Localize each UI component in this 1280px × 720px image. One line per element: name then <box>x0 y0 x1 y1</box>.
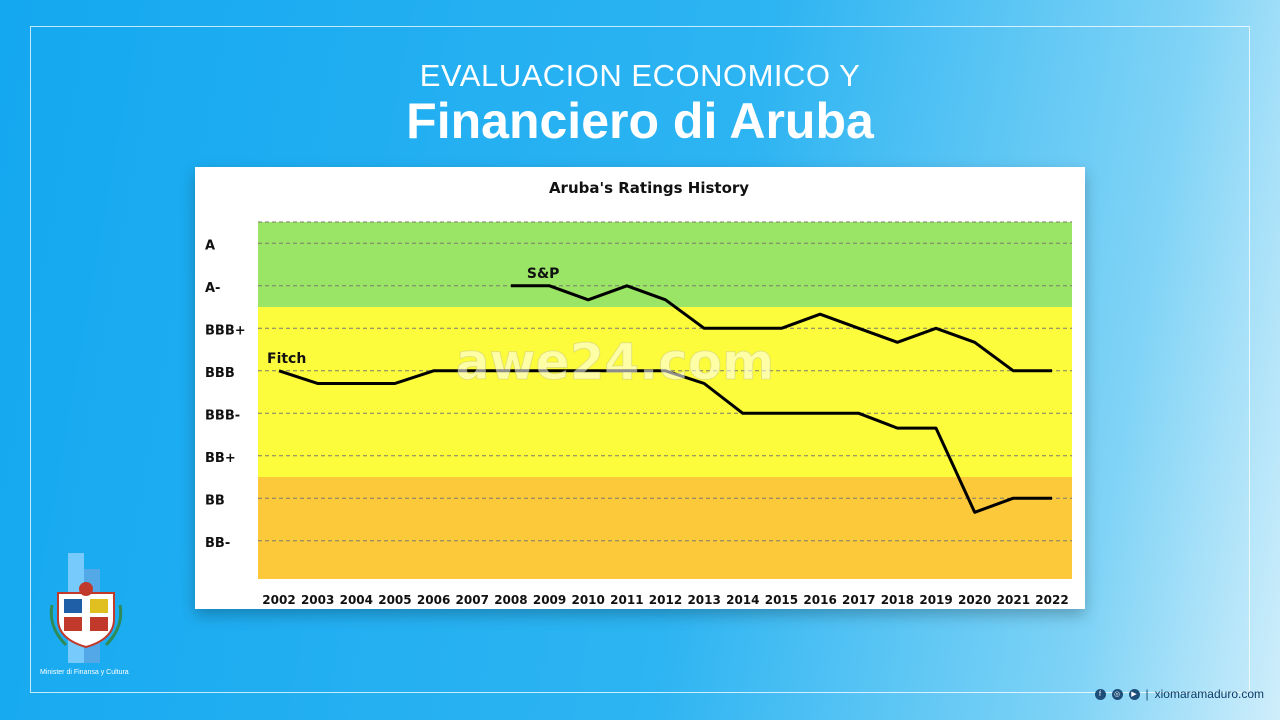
ratings-chart: Aruba's Ratings History BB- BB BB+ BBB- BBB B… <box>205 179 1072 607</box>
y-tick-label: BB+ <box>205 451 236 466</box>
y-tick-label: BBB- <box>205 408 240 423</box>
y-tick-label: BB <box>205 493 225 508</box>
x-tick-label: 2007 <box>456 593 489 607</box>
x-tick-label: 2018 <box>881 593 914 607</box>
series-line-1 <box>510 284 1052 373</box>
x-tick-label: 2009 <box>533 593 566 607</box>
youtube-icon[interactable]: ▶ <box>1128 688 1140 700</box>
footer-site-link[interactable]: xiomaramaduro.com <box>1154 687 1264 701</box>
footer: f ◎ ▶ | xiomaramaduro.com <box>1094 687 1264 701</box>
x-tick-label: 2005 <box>378 593 411 607</box>
watermark-text: awe24.com <box>456 333 775 391</box>
chart-title: Aruba's Ratings History <box>549 179 749 197</box>
x-tick-label: 2003 <box>301 593 334 607</box>
y-tick-label: A- <box>205 281 220 296</box>
x-tick-label: 2010 <box>571 593 604 607</box>
x-tick-label: 2021 <box>997 593 1030 607</box>
rating-band-1 <box>258 307 1072 477</box>
slide-title-line2: Financiero di Aruba <box>406 93 874 149</box>
x-tick-label: 2013 <box>687 593 720 607</box>
series-line-0 <box>278 369 1052 514</box>
ratings-chart-card: Aruba's Ratings History BB- BB BB+ BBB- BBB B… <box>195 167 1085 609</box>
y-tick-label: A <box>205 238 215 253</box>
x-tick-label: 2020 <box>958 593 991 607</box>
x-tick-label: 2014 <box>726 593 759 607</box>
x-tick-label: 2016 <box>803 593 836 607</box>
rating-band-0 <box>258 477 1072 579</box>
facebook-icon[interactable]: f <box>1094 688 1106 700</box>
x-tick-label: 2011 <box>610 593 643 607</box>
x-tick-label: 2019 <box>919 593 952 607</box>
y-tick-label: BBB <box>205 366 235 381</box>
x-tick-label: 2004 <box>340 593 373 607</box>
ministry-logo <box>49 553 123 663</box>
x-tick-label: 2012 <box>649 593 682 607</box>
series-label-0: Fitch <box>267 351 306 367</box>
slide-title-line1: EVALUACION ECONOMICO Y <box>419 58 861 93</box>
y-tick-label: BBB+ <box>205 323 246 338</box>
x-tick-label: 2002 <box>262 593 295 607</box>
rating-band-2 <box>258 222 1072 307</box>
slide-frame <box>30 26 1250 693</box>
x-tick-label: 2022 <box>1035 593 1068 607</box>
x-tick-label: 2008 <box>494 593 527 607</box>
x-tick-label: 2015 <box>765 593 798 607</box>
x-tick-label: 2006 <box>417 593 450 607</box>
x-tick-label: 2017 <box>842 593 875 607</box>
logo-caption: Minister di Finansa y Cultura <box>40 669 129 676</box>
y-tick-label: BB- <box>205 536 230 551</box>
series-label-1: S&P <box>527 266 560 282</box>
footer-separator: | <box>1145 687 1149 701</box>
instagram-icon[interactable]: ◎ <box>1111 688 1123 700</box>
